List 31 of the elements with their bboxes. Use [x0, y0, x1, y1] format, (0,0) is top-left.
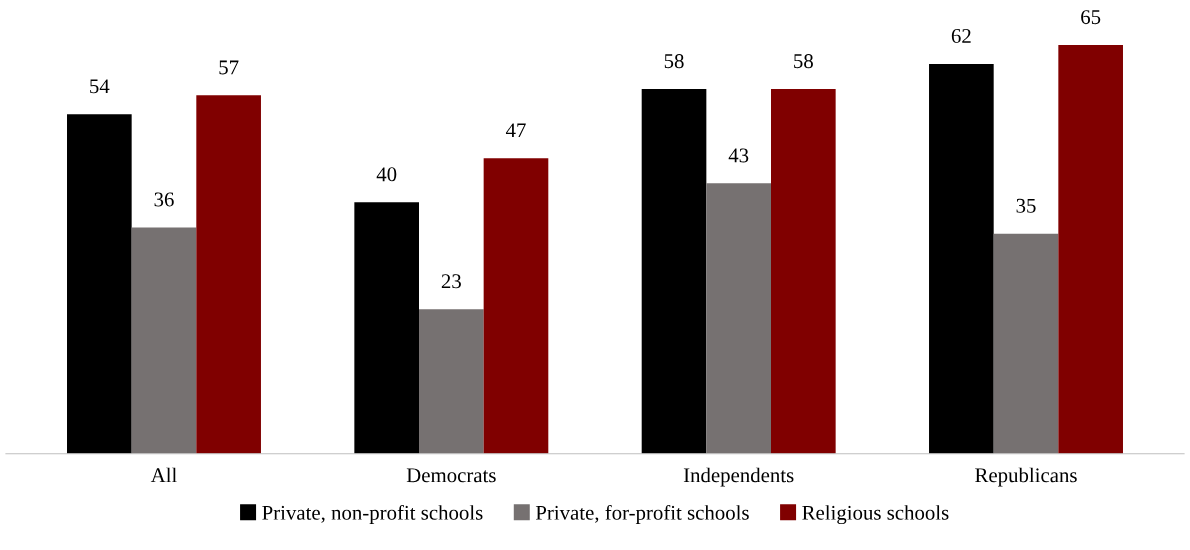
bar — [354, 202, 419, 454]
legend-label: Religious schools — [802, 505, 949, 525]
bar — [706, 183, 771, 454]
data-label: 54 — [90, 79, 110, 94]
x-tick-label: Independents — [683, 467, 794, 487]
data-label: 58 — [664, 54, 684, 69]
data-label: 58 — [794, 54, 813, 69]
bar — [196, 95, 261, 454]
data-label: 35 — [1016, 198, 1036, 213]
data-label: 40 — [376, 167, 397, 182]
bar — [483, 158, 549, 454]
data-label: 65 — [1081, 10, 1101, 25]
bar — [131, 227, 197, 454]
bar — [929, 63, 994, 454]
bar — [419, 309, 484, 454]
data-label: 36 — [154, 192, 174, 207]
x-tick-label: Republicans — [975, 467, 1077, 487]
bar — [67, 114, 132, 454]
data-label: 62 — [951, 29, 971, 43]
legend-label: Private, for-profit schools — [535, 504, 749, 525]
data-label: 43 — [728, 148, 749, 163]
bar — [1058, 45, 1123, 454]
data-label: 23 — [441, 274, 461, 289]
data-label: 47 — [505, 123, 526, 138]
bar — [993, 233, 1059, 454]
bar — [641, 89, 707, 454]
x-tick-label: Democrats — [406, 468, 496, 483]
data-label: 57 — [219, 60, 239, 75]
x-tick-label: All — [150, 467, 177, 483]
bar — [771, 89, 836, 454]
legend-label: Private, non-profit schools — [262, 504, 483, 525]
